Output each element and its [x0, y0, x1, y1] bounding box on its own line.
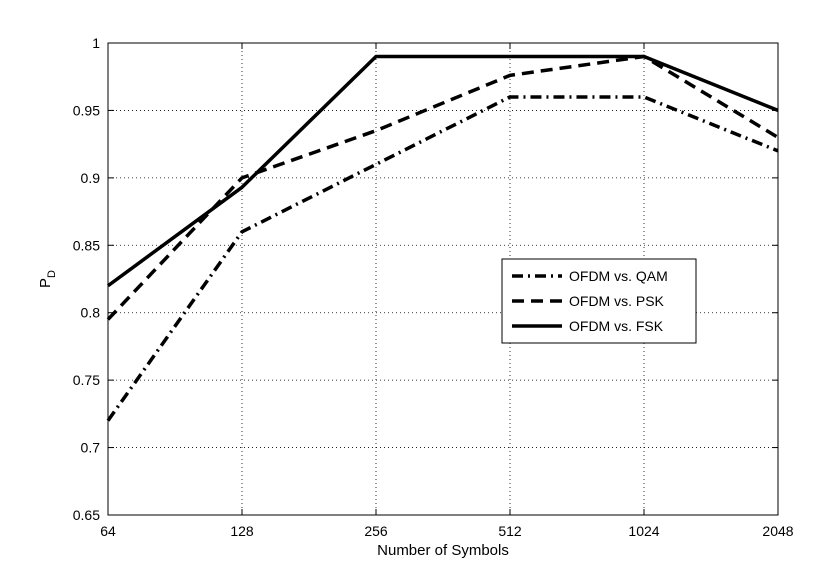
y-tick-label: 0.85	[73, 237, 100, 253]
plot-area-frame	[107, 42, 779, 516]
legend-entry: OFDM vs. PSK	[569, 293, 665, 309]
y-tick-label: 0.8	[81, 305, 101, 321]
legend-entry: OFDM vs. QAM	[569, 268, 668, 284]
series-lines	[106, 54, 779, 422]
y-tick-label: 0.75	[73, 372, 100, 388]
series-line-ofdm-vs-fsk	[106, 54, 779, 288]
x-tick-label: 2048	[762, 523, 793, 539]
y-axis-label-main: P	[37, 278, 54, 288]
y-axis-label: PD	[37, 270, 58, 288]
axis-ticks: 64 128 256 512 1024 2048 0.65 0.7 0.75 0.8 0.85 0.9…	[73, 35, 794, 539]
y-tick-label: 0.7	[81, 440, 101, 456]
legend: OFDM vs. QAM OFDM vs. PSK OFDM vs. FSK	[501, 258, 697, 344]
series-line-ofdm-vs-qam	[106, 95, 779, 422]
x-tick-label: 512	[498, 523, 522, 539]
series-line-ofdm-vs-psk	[106, 54, 779, 321]
y-tick-label: 0.65	[73, 507, 100, 523]
x-tick-label: 128	[230, 523, 254, 539]
x-tick-label: 256	[364, 523, 388, 539]
y-tick-label: 0.9	[81, 170, 101, 186]
x-axis-label: Number of Symbols	[377, 542, 509, 559]
x-tick-label: 64	[100, 523, 116, 539]
y-axis-label-subscript: D	[46, 270, 58, 278]
y-tick-label: 1	[92, 35, 100, 51]
y-tick-label: 0.95	[73, 102, 100, 118]
legend-entry: OFDM vs. FSK	[569, 318, 664, 334]
x-tick-label: 1024	[628, 523, 659, 539]
